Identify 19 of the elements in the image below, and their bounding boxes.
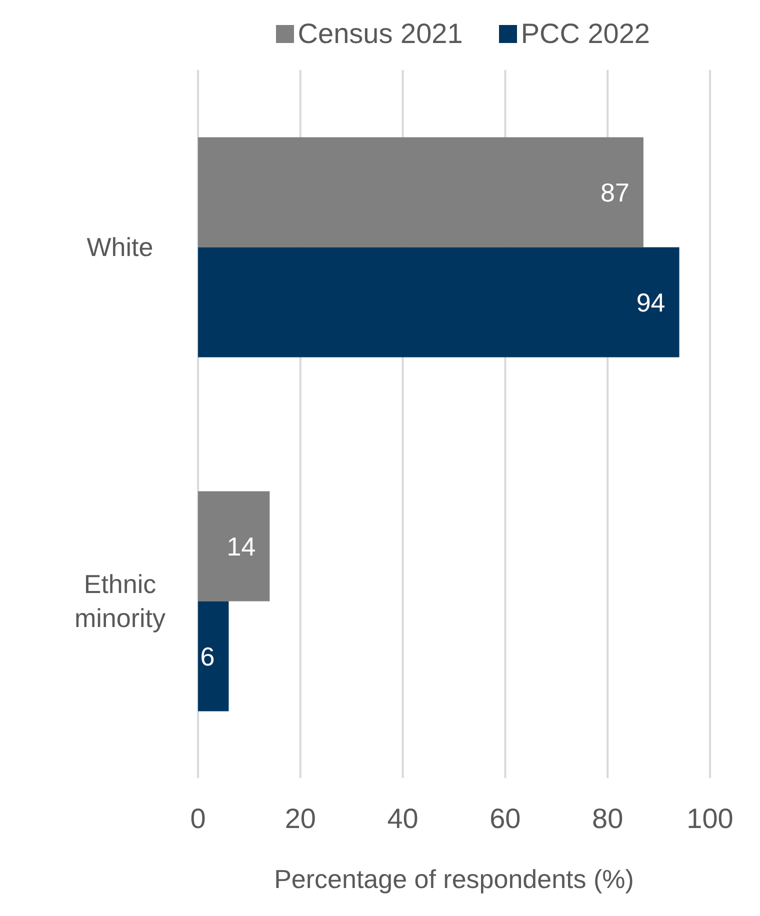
data-label: 14 (226, 531, 256, 562)
data-label: 6 (200, 641, 215, 672)
x-tick-label: 40 (387, 802, 418, 834)
y-tick-label: White (86, 232, 154, 262)
x-tick-label: 80 (592, 802, 624, 834)
data-label: 87 (600, 177, 630, 208)
x-tick-label: 20 (284, 802, 316, 834)
bar (198, 601, 229, 712)
x-tick-label: 0 (190, 802, 206, 834)
bar (198, 137, 644, 248)
legend-label: PCC 2022 (520, 18, 650, 50)
bar (198, 491, 270, 602)
x-tick-label: 60 (490, 802, 521, 834)
x-axis-title: Percentage of respondents (%) (274, 864, 634, 894)
legend-label: Census 2021 (298, 18, 463, 50)
x-tick-label: 100 (686, 802, 734, 834)
data-label: 94 (636, 287, 666, 318)
y-tick-label: Ethnic minority (74, 569, 166, 633)
bar (198, 247, 680, 358)
